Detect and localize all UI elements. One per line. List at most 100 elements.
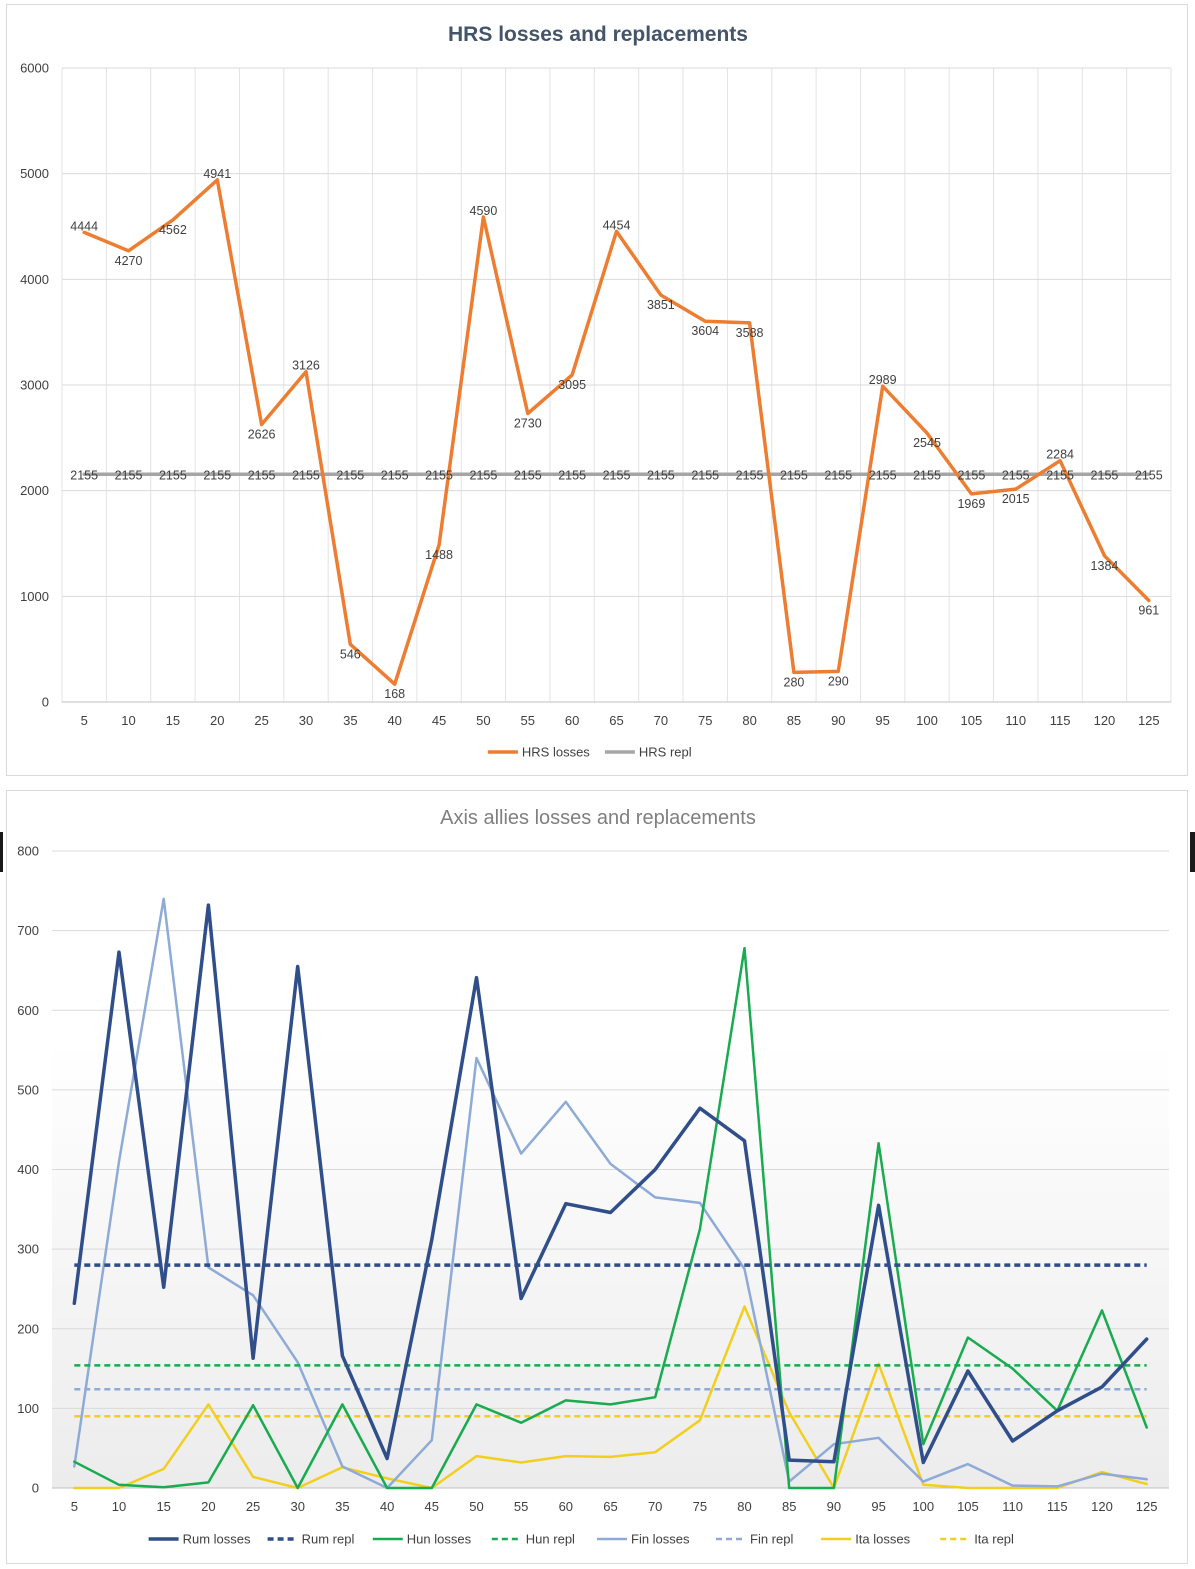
x-tick-label: 10 [112,1499,126,1514]
x-tick-label: 85 [787,713,801,728]
x-tick-label: 55 [521,713,535,728]
x-tick-label: 120 [1091,1499,1113,1514]
y-tick-label: 200 [17,1321,39,1336]
x-tick-label: 40 [380,1499,394,1514]
x-tick-label: 80 [742,713,756,728]
x-tick-label: 105 [957,1499,979,1514]
x-tick-label: 95 [875,713,889,728]
data-label: 2155 [203,468,231,482]
x-tick-label: 40 [387,713,401,728]
hrs-chart-title: HRS losses and replacements [448,23,748,46]
x-tick-label: 115 [1047,1499,1068,1514]
data-label: 4454 [603,218,631,232]
x-tick-label: 10 [121,713,135,728]
data-label: 2989 [869,373,897,387]
data-label: 3588 [736,326,764,340]
legend-label: HRS repl [639,745,692,760]
data-label: 2155 [1002,468,1030,482]
y-tick-label: 800 [17,844,39,859]
x-tick-label: 35 [343,713,357,728]
x-tick-label: 60 [565,713,579,728]
data-label: 2545 [913,436,941,450]
x-tick-label: 70 [648,1499,662,1514]
data-label: 4270 [115,254,143,268]
data-label: 2155 [470,468,498,482]
legend-label: Rum repl [302,1532,355,1547]
hrs-chart-panel: HRS losses and replacements 0 1000 2000 300… [6,4,1188,776]
x-tick-label: 30 [299,713,313,728]
x-tick-label: 100 [912,1499,934,1514]
y-tick-label: 2000 [20,483,49,498]
x-tick-label: 65 [609,713,623,728]
y-tick-label: 6000 [20,61,49,76]
data-label: 4941 [203,167,231,181]
x-tick-label: 55 [514,1499,528,1514]
y-tick-label: 0 [32,1481,39,1496]
x-tick-label: 35 [335,1499,349,1514]
left-edge-artifact [0,832,3,872]
series-line-rum-losses [72,903,1149,1465]
data-label: 2155 [425,468,453,482]
x-tick-label: 25 [246,1499,260,1514]
data-label: 2155 [115,468,143,482]
x-tick-label: 45 [425,1499,439,1514]
data-label: 2155 [292,468,320,482]
x-tick-label: 110 [1005,713,1026,728]
data-label: 2155 [647,468,675,482]
x-tick-label: 50 [469,1499,483,1514]
data-label: 290 [828,674,849,688]
x-tick-label: 70 [654,713,668,728]
y-tick-label: 1000 [20,589,49,604]
x-tick-label: 30 [291,1499,305,1514]
x-tick-label: 110 [1002,1499,1023,1514]
series-line-hrs-losses [82,178,1151,686]
legend-label: Rum losses [183,1532,251,1547]
y-tick-label: 100 [17,1401,39,1416]
x-tick-label: 105 [961,713,983,728]
x-tick-label: 125 [1138,713,1160,728]
data-label: 2626 [248,428,276,442]
x-tick-label: 90 [831,713,845,728]
x-tick-label: 5 [71,1499,78,1514]
data-label: 3126 [292,359,320,373]
y-tick-label: 300 [17,1242,39,1257]
x-tick-label: 125 [1136,1499,1158,1514]
series-line-hun-losses [73,946,1148,1490]
data-label: 2015 [1002,492,1030,506]
y-tick-label: 0 [42,695,49,710]
y-tick-label: 600 [17,1003,39,1018]
data-label: 1384 [1091,559,1119,573]
x-tick-label: 50 [476,713,490,728]
data-label: 2155 [691,468,719,482]
x-tick-label: 45 [432,713,446,728]
data-label: 2155 [603,468,631,482]
series-line-ita-losses [73,1305,1148,1490]
data-label: 4444 [70,219,98,233]
axis-chart-panel: Axis allies losses and replacements 0 100… [6,790,1188,1564]
data-label: 546 [340,647,361,661]
right-edge-artifact [1190,832,1195,872]
x-tick-label: 60 [559,1499,573,1514]
data-label: 2155 [514,468,542,482]
data-label: 2284 [1046,448,1074,462]
y-tick-label: 5000 [20,166,49,181]
data-label: 2155 [1046,468,1074,482]
x-tick-label: 25 [254,713,268,728]
data-label: 3095 [558,378,586,392]
legend-label: HRS losses [522,745,590,760]
data-label: 168 [384,687,405,701]
data-label: 2155 [780,468,808,482]
data-label: 2155 [736,468,764,482]
legend-label: Ita repl [974,1532,1014,1547]
data-label: 2155 [1091,468,1119,482]
hrs-chart-svg: HRS losses and replacements 0 1000 2000 300… [20,23,1172,760]
data-label: 1488 [425,548,453,562]
x-tick-label: 75 [698,713,712,728]
x-tick-label: 20 [210,713,224,728]
legend-label: Hun losses [407,1532,472,1547]
x-tick-label: 80 [737,1499,751,1514]
legend-label: Ita losses [855,1532,910,1547]
x-tick-label: 15 [166,713,180,728]
y-tick-label: 500 [17,1082,39,1097]
data-label: 2155 [381,468,409,482]
